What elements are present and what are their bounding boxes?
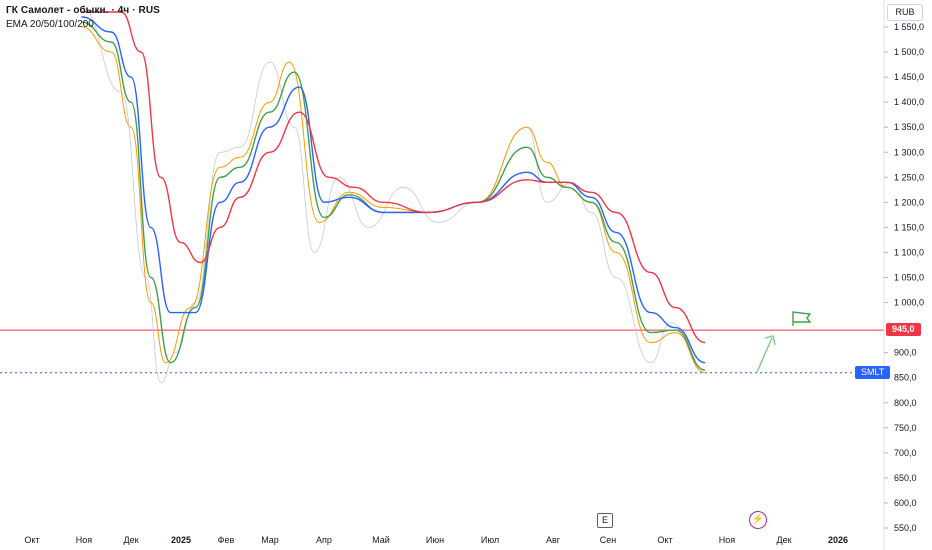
y-tick-label: 1 100,0 [894,247,924,257]
x-tick-label: Авг [546,535,561,545]
x-tick-label: Окт [657,535,672,545]
flag-icon[interactable] [792,311,812,326]
x-tick-label: Ноя [76,535,93,545]
x-tick-label: Июл [481,535,499,545]
x-tick-label: Июн [426,535,444,545]
y-tick-label: 1 500,0 [894,47,924,57]
forecast-arrow-line[interactable] [756,335,776,373]
currency-unit-button[interactable]: RUB [887,4,923,21]
x-tick-label: Окт [24,535,39,545]
y-tick-label: 1 400,0 [894,97,924,107]
price-series-line [81,6,706,384]
x-tick-label: Мар [261,535,279,545]
indicator-legend[interactable]: EMA 20/50/100/200 [6,19,94,30]
horizontal-levels [0,329,884,374]
y-tick-label: 1 350,0 [894,122,924,132]
x-tick-label: Апр [316,535,332,545]
earnings-marker[interactable]: E [597,513,613,528]
y-tick-label: 650,0 [894,473,917,483]
y-tick-label: 700,0 [894,448,917,458]
y-tick-label: 850,0 [894,373,917,383]
x-tick-label: Сен [600,535,617,545]
x-tick-label: Дек [123,535,138,545]
series-ema-200-line [81,11,706,344]
x-tick-label: 2025 [171,535,191,545]
lightning-icon[interactable]: ⚡ [749,511,767,529]
y-tick-label: 1 200,0 [894,197,924,207]
ticker-price-label: SMLT [855,366,891,379]
x-tick-label: Май [372,535,390,545]
x-tick-label: Фев [218,535,235,545]
y-tick-label: 750,0 [894,423,917,433]
y-tick-label: 1 000,0 [894,298,924,308]
y-tick-label: 600,0 [894,498,917,508]
y-tick-label: 550,0 [894,523,917,533]
y-tick-label: 800,0 [894,398,917,408]
y-tick-label: 1 450,0 [894,72,924,82]
y-tick-label: 1 300,0 [894,147,924,157]
y-tick-label: 1 550,0 [894,22,924,32]
series-group [81,6,706,384]
y-tick-label: 1 050,0 [894,273,924,283]
y-tick-label: 900,0 [894,348,917,358]
series-ema-20-line [81,26,706,374]
x-axis[interactable]: Окт Ноя Дек 2025 Фев Мар Апр Май Июн Июл Авг Сен Окт… [24,535,848,545]
x-tick-label: Ноя [719,535,736,545]
forecast-arrow[interactable] [756,335,776,373]
y-tick-label: 1 250,0 [894,172,924,182]
y-tick-label: 1 150,0 [894,222,924,232]
y-axis[interactable]: 1 550,0 1 500,0 1 450,0 1 400,0 1 350,0 1 300… [883,0,924,550]
chart-title: ГК Самолет - обыкн. · 4ч · RUS [6,5,160,16]
price-level-label: 945,0 [886,323,921,336]
x-tick-label: Дек [776,535,791,545]
series-ema-100-line [81,16,706,364]
series-ema-50-line [81,21,706,371]
x-tick-label: 2026 [828,535,848,545]
